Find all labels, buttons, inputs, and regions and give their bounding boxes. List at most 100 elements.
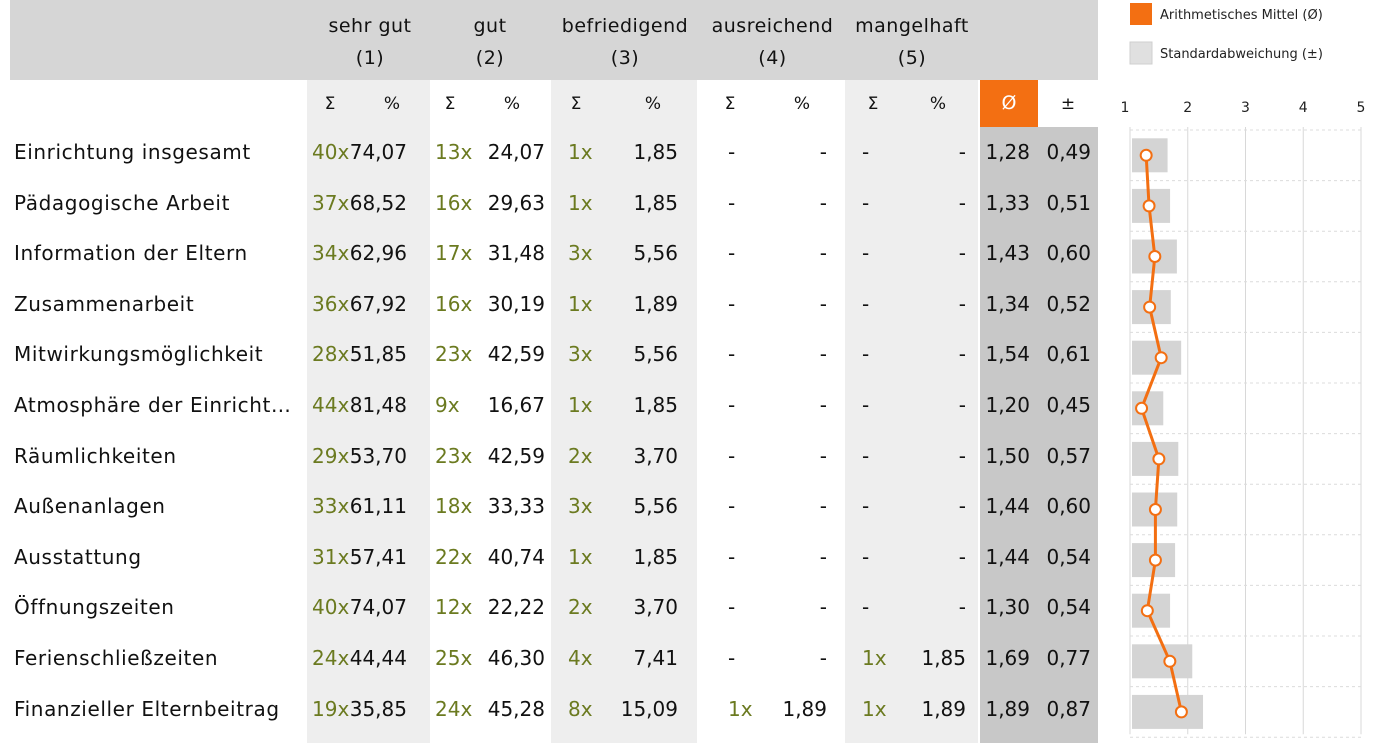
count-cell: 17x: [435, 241, 473, 266]
count-cell: 16x: [435, 291, 473, 316]
sd-value-cell: 0,45: [1046, 393, 1091, 417]
count-cell: 1x: [568, 190, 593, 215]
percent-cell: -: [958, 241, 966, 266]
col-shade-5: [845, 80, 978, 743]
percent-header: %: [503, 94, 521, 114]
count-cell: -: [862, 393, 870, 417]
sd-value-cell: 0,51: [1046, 190, 1091, 215]
count-cell: 1x: [568, 544, 593, 569]
percent-cell: -: [819, 190, 827, 215]
count-cell: 23x: [435, 443, 473, 468]
percent-cell: -: [958, 393, 966, 417]
sd-value-cell: 0,60: [1046, 241, 1091, 266]
mean-point: [1174, 705, 1188, 719]
count-cell: -: [862, 443, 870, 468]
percent-cell: 1,89: [633, 291, 678, 316]
count-cell: 23x: [435, 342, 473, 367]
percent-cell: 16,67: [487, 393, 545, 417]
count-cell: 1x: [568, 393, 593, 417]
mean-value-cell: 1,50: [985, 443, 1030, 468]
row-label: Ferienschließzeiten: [14, 646, 219, 670]
sd-bar: [1132, 290, 1171, 325]
sd-value-cell: 0,52: [1046, 291, 1091, 316]
count-cell: 12x: [435, 595, 473, 620]
row-label: Finanzieller Elternbeitrag: [14, 696, 280, 721]
mean-point: [1152, 452, 1166, 466]
mean-value-cell: 1,34: [985, 291, 1030, 316]
grade-num: (5): [897, 47, 927, 69]
count-cell: 9x: [435, 393, 460, 417]
legend-label-mean: Arithmetisches Mittel (Ø): [1160, 8, 1323, 23]
percent-cell: 74,07: [349, 140, 407, 164]
mean-point: [1148, 250, 1162, 263]
mean-value-cell: 1,69: [985, 646, 1030, 670]
count-cell: 2x: [568, 443, 593, 468]
count-cell: 3x: [568, 241, 593, 266]
count-cell: 13x: [435, 140, 473, 164]
count-cell: -: [862, 595, 870, 620]
sd-value-cell: 0,57: [1046, 443, 1091, 468]
grade-header-4: ausreichend (4): [700, 10, 845, 74]
count-cell: 8x: [568, 696, 593, 721]
percent-cell: -: [958, 544, 966, 569]
count-cell: -: [862, 140, 870, 164]
percent-cell: 81,48: [349, 393, 407, 417]
percent-cell: 1,85: [921, 646, 966, 670]
percent-cell: 1,85: [633, 393, 678, 417]
mean-value-cell: 1,28: [985, 140, 1030, 164]
mean-line: [1139, 155, 1183, 713]
col-shade-1: [307, 80, 430, 743]
count-cell: 1x: [568, 140, 593, 164]
percent-cell: 1,85: [633, 190, 678, 215]
mean-value-cell: 1,20: [985, 393, 1030, 417]
grade-header-5: mangelhaft (5): [848, 10, 976, 74]
sd-bar: [1132, 340, 1182, 375]
count-cell: 18x: [435, 494, 473, 519]
grade-num: (2): [475, 47, 505, 69]
percent-cell: -: [958, 140, 966, 164]
percent-cell: 61,11: [349, 494, 407, 519]
mean-point: [1140, 604, 1154, 618]
percent-cell: 3,70: [633, 595, 678, 620]
sd-bar: [1132, 239, 1177, 274]
percent-cell: -: [958, 443, 966, 468]
x-tick-label: 5: [1357, 100, 1366, 116]
mean-point: [1139, 148, 1153, 162]
legend-label-sd: Standardabweichung (±): [1160, 47, 1323, 62]
sd-bar: [1132, 492, 1178, 527]
mean-point: [1148, 503, 1162, 516]
percent-header: %: [644, 94, 662, 114]
count-cell: -: [728, 443, 736, 468]
percent-cell: 7,41: [633, 646, 678, 670]
count-cell: 22x: [435, 544, 473, 569]
count-cell: 1x: [862, 696, 887, 721]
sd-bar: [1132, 694, 1204, 729]
percent-cell: -: [819, 544, 827, 569]
count-cell: -: [862, 291, 870, 316]
mean-value-cell: 1,43: [985, 241, 1030, 266]
percent-cell: -: [819, 140, 827, 164]
legend-swatch-mean: [1130, 3, 1152, 25]
count-cell: 24x: [312, 646, 350, 670]
count-cell: -: [862, 241, 870, 266]
mean-point: [1163, 654, 1177, 668]
grade-name: befriedigend: [561, 15, 689, 37]
percent-cell: 45,28: [487, 696, 545, 721]
count-cell: -: [728, 595, 736, 620]
percent-cell: 44,44: [349, 646, 407, 670]
count-cell: 28x: [312, 342, 350, 367]
count-cell: 25x: [435, 646, 473, 670]
percent-cell: 62,96: [349, 241, 407, 266]
row-label: Mitwirkungsmöglichkeit: [14, 342, 264, 367]
grade-num: (3): [610, 47, 640, 69]
grade-header-1: sehr gut (1): [320, 10, 420, 74]
count-cell: -: [728, 342, 736, 367]
count-cell: 24x: [435, 696, 473, 721]
percent-cell: -: [819, 342, 827, 367]
x-tick-label: 2: [1183, 100, 1192, 116]
percent-cell: 74,07: [349, 595, 407, 620]
count-cell: 37x: [312, 190, 350, 215]
percent-cell: -: [958, 291, 966, 316]
percent-cell: -: [819, 443, 827, 468]
row-label: Außenanlagen: [14, 494, 166, 519]
